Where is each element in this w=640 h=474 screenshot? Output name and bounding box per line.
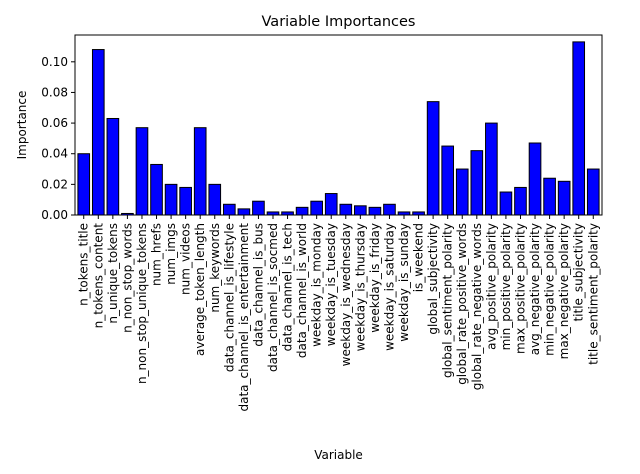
x-tick-label: min_positive_polarity — [499, 223, 513, 350]
bar-weekday_is_monday — [310, 200, 323, 216]
x-tick-label: num_keywords — [208, 223, 222, 313]
bar-weekday_is_friday — [368, 206, 382, 216]
x-tick-label: weekday_is_monday — [310, 223, 324, 347]
bar-min_positive_polarity — [499, 191, 513, 216]
bar-num_hrefs — [150, 163, 163, 216]
y-tick-label: 0.10 — [41, 55, 68, 69]
bar-average_token_length — [193, 127, 207, 216]
x-tick-label: max_negative_polarity — [557, 223, 571, 359]
x-tick-label: n_non_stop_words — [120, 223, 134, 333]
bar-weekday_is_thursday — [354, 205, 367, 216]
x-tick-label: avg_positive_polarity — [484, 223, 498, 350]
x-tick-label: is_weekend — [412, 223, 426, 292]
x-tick-label: title_sentiment_polarity — [586, 223, 600, 365]
x-tick-label: weekday_is_tuesday — [324, 223, 338, 346]
x-tick-label: data_channel_is_tech — [281, 223, 295, 351]
x-tick-label: n_unique_tokens — [106, 223, 120, 324]
bar-weekday_is_wednesday — [339, 203, 353, 216]
bar-n_unique_tokens — [106, 117, 120, 216]
bar-num_videos — [179, 186, 192, 216]
bar-data_channel_is_bus — [252, 200, 265, 216]
x-tick-label: avg_negative_polarity — [528, 223, 542, 355]
y-tick-label: 0.06 — [41, 116, 68, 130]
bar-title_sentiment_polarity — [586, 168, 600, 216]
bar-data_channel_is_world — [295, 206, 309, 216]
x-tick-label: num_imgs — [164, 223, 178, 285]
x-tick-label: title_subjectivity — [572, 223, 586, 322]
x-tick-label: data_channel_is_socmed — [266, 223, 280, 372]
bar-global_rate_positive_words — [455, 168, 469, 216]
x-tick-label: num_hrefs — [150, 223, 164, 286]
bar-max_positive_polarity — [514, 186, 527, 216]
bar-num_imgs — [164, 183, 178, 216]
bar-max_negative_polarity — [557, 180, 571, 216]
x-tick-label: max_positive_polarity — [513, 223, 527, 354]
bar-avg_positive_polarity — [485, 122, 498, 216]
x-tick-label: data_channel_is_world — [295, 223, 309, 358]
y-tick-label: 0.00 — [41, 208, 68, 222]
x-tick-label: weekday_is_friday — [368, 223, 382, 333]
bar-data_channel_is_entertainment — [237, 208, 251, 216]
x-tick-label: weekday_is_wednesday — [339, 223, 353, 366]
x-tick-label: n_tokens_title — [77, 223, 91, 306]
bar-avg_negative_polarity — [528, 142, 542, 216]
axes-frame — [74, 34, 603, 216]
bar-global_rate_negative_words — [470, 150, 484, 216]
x-ticks: n_tokens_title n_tokens_content n_unique_t… — [77, 215, 600, 412]
x-tick-label: global_rate_negative_words — [470, 223, 484, 390]
bar-data_channel_is_lifestyle — [222, 203, 236, 216]
x-axis-label: Variable — [314, 448, 363, 462]
x-tick-label: data_channel_is_bus — [251, 223, 265, 347]
bar-n_non_stop_unique_tokens — [135, 127, 149, 216]
x-tick-label: weekday_is_saturday — [382, 223, 396, 351]
bar-title_subjectivity — [572, 41, 586, 216]
bar-weekday_is_tuesday — [324, 193, 338, 216]
bar-global_sentiment_polarity — [441, 145, 455, 216]
chart-title: Variable Importances — [262, 14, 416, 30]
x-tick-label: weekday_is_thursday — [353, 223, 367, 351]
x-tick-label: weekday_is_sunday — [397, 223, 411, 342]
x-tick-label: global_subjectivity — [426, 223, 440, 335]
x-tick-label: num_videos — [179, 223, 193, 295]
x-tick-label: data_channel_is_entertainment — [237, 223, 251, 412]
bar-global_subjectivity — [426, 101, 440, 216]
x-tick-label: data_channel_is_lifestyle — [222, 223, 236, 372]
bar-num_keywords — [208, 183, 222, 216]
y-axis-label: Importance — [15, 91, 29, 160]
y-ticks: 0.00 0.02 0.04 0.06 0.08 0.10 — [41, 55, 75, 222]
bar-n_tokens_title — [77, 153, 91, 216]
y-tick-label: 0.04 — [41, 147, 68, 161]
y-tick-label: 0.02 — [41, 177, 68, 191]
x-tick-label: n_non_stop_unique_tokens — [135, 223, 149, 384]
bar-min_negative_polarity — [543, 177, 556, 216]
y-tick-label: 0.08 — [41, 85, 68, 99]
x-tick-label: global_sentiment_polarity — [441, 223, 455, 378]
x-tick-label: min_negative_polarity — [543, 223, 557, 356]
bar-weekday_is_saturday — [383, 203, 396, 216]
x-tick-label: global_rate_positive_words — [455, 223, 469, 385]
bar-n_tokens_content — [91, 49, 105, 216]
x-tick-label: average_token_length — [193, 223, 207, 356]
x-tick-label: n_tokens_content — [91, 223, 105, 329]
